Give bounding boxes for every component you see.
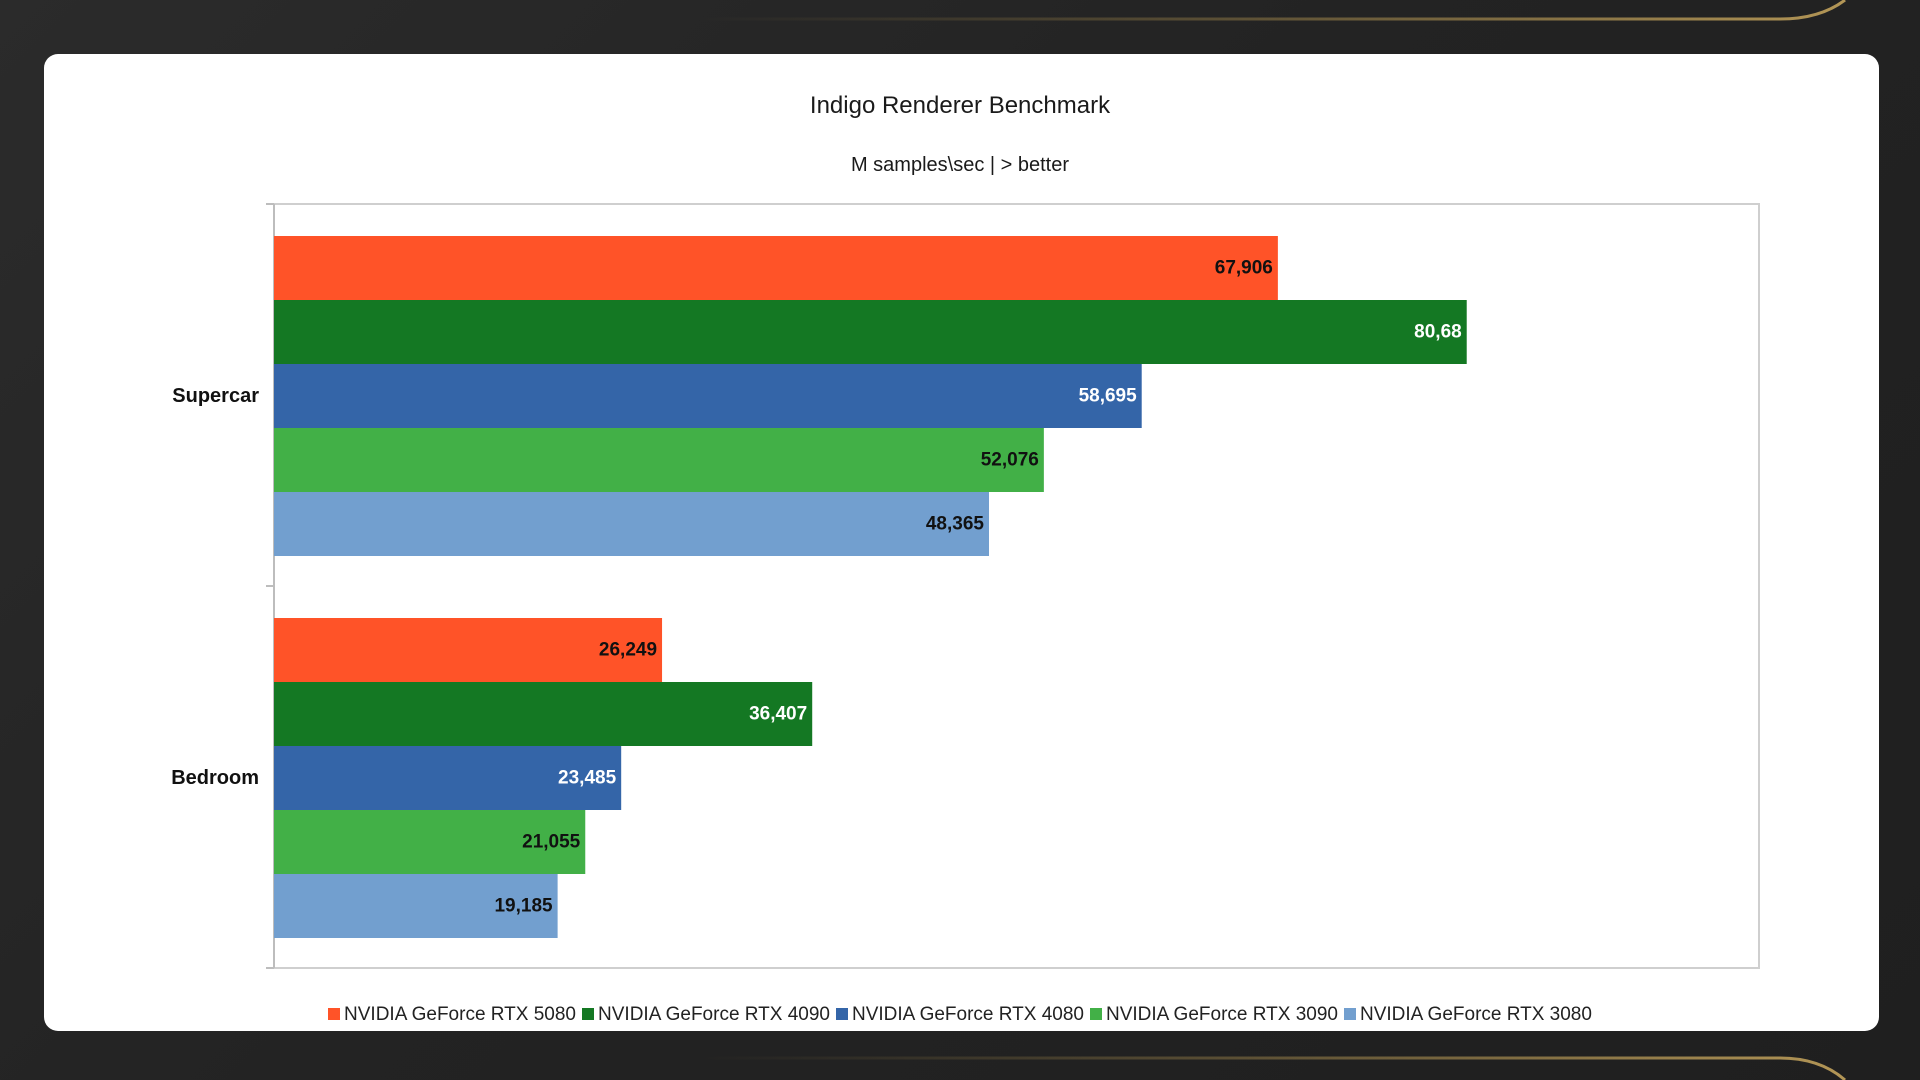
legend-swatch bbox=[582, 1008, 595, 1020]
legend-label: NVIDIA GeForce RTX 3090 bbox=[1105, 1004, 1338, 1025]
legend: NVIDIA GeForce RTX 5080 NVIDIA GeForce RT… bbox=[0, 1004, 1920, 1026]
data-label: 26,249 bbox=[599, 640, 657, 661]
data-label: 52,076 bbox=[981, 450, 1039, 471]
category-label: Supercar bbox=[172, 385, 259, 407]
bar bbox=[274, 236, 1278, 300]
data-label: 36,407 bbox=[749, 704, 807, 725]
data-label: 19,185 bbox=[494, 896, 553, 917]
data-label: 80,68 bbox=[1414, 322, 1462, 343]
legend-swatch bbox=[328, 1008, 341, 1020]
legend-label: NVIDIA GeForce RTX 5080 bbox=[344, 1004, 577, 1025]
legend-label: NVIDIA GeForce RTX 4090 bbox=[598, 1004, 830, 1025]
data-label: 48,365 bbox=[926, 514, 985, 535]
bar bbox=[274, 492, 989, 556]
legend-item: NVIDIA GeForce RTX 4080 bbox=[836, 1004, 1084, 1026]
category-labels: Supercar Bedroom bbox=[171, 385, 259, 789]
legend-swatch bbox=[1343, 1008, 1356, 1020]
legend-swatch bbox=[1089, 1008, 1102, 1020]
category-label: Bedroom bbox=[171, 767, 259, 789]
bar bbox=[274, 428, 1044, 492]
y-axis-ticks bbox=[266, 203, 274, 969]
legend-label: NVIDIA GeForce RTX 4080 bbox=[852, 1004, 1084, 1025]
data-label: 23,485 bbox=[558, 768, 617, 789]
bars-group: 67,906 80,68 58,695 52,076 48,365 26,249 36,40… bbox=[274, 236, 1467, 938]
data-label: 21,055 bbox=[522, 832, 581, 853]
data-label: 58,695 bbox=[1079, 386, 1138, 407]
bar bbox=[274, 874, 558, 938]
bar bbox=[274, 364, 1142, 428]
chart-subtitle: M samples\sec | > better bbox=[850, 154, 1070, 176]
bar bbox=[274, 682, 813, 746]
legend-item: NVIDIA GeForce RTX 3080 bbox=[1343, 1004, 1592, 1026]
legend-item: NVIDIA GeForce RTX 4090 bbox=[582, 1004, 830, 1026]
bar bbox=[274, 300, 1467, 364]
legend-item: NVIDIA GeForce RTX 5080 bbox=[328, 1004, 576, 1026]
legend-swatch bbox=[836, 1008, 848, 1020]
legend-label: NVIDIA GeForce RTX 3080 bbox=[1359, 1004, 1592, 1025]
legend-item: NVIDIA GeForce RTX 3090 bbox=[1089, 1004, 1338, 1026]
bar bbox=[274, 618, 663, 682]
chart-title: Indigo Renderer Benchmark bbox=[809, 92, 1111, 119]
bar bbox=[274, 746, 622, 810]
bar bbox=[274, 810, 586, 874]
data-label: 67,906 bbox=[1215, 258, 1273, 279]
